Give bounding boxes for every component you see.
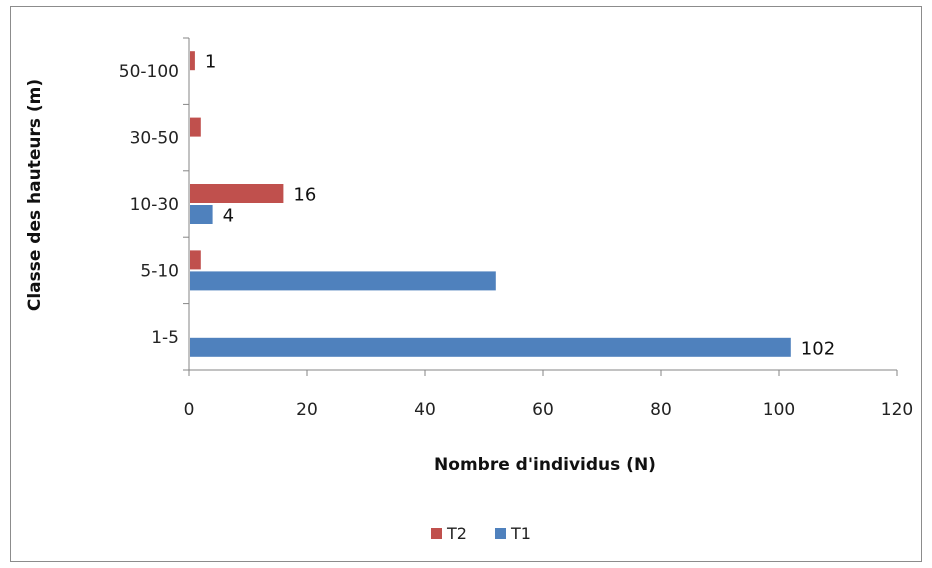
x-tick-label: 120 (881, 400, 913, 420)
bar-t2-5-10 (190, 250, 201, 270)
legend-label-t2: T2 (446, 524, 467, 543)
y-tick-label: 50-100 (119, 62, 179, 82)
legend: T2 T1 (431, 524, 531, 543)
data-label-t2-10-30: 16 (293, 185, 316, 206)
x-tick-label: 80 (650, 400, 672, 420)
axes (183, 37, 898, 376)
bar-t1-10-30 (190, 205, 213, 224)
bar-t2-10-30 (190, 184, 284, 203)
data-labels: 102 4 16 1 (205, 52, 835, 360)
y-tick-label: 5-10 (140, 261, 179, 281)
y-axis-title: Classe des hauteurs (m) (25, 79, 45, 311)
data-label-t1-10-30: 4 (223, 206, 234, 227)
bar-t1-1-5 (190, 337, 791, 357)
data-label-t2-50-100: 1 (205, 52, 216, 73)
bars (190, 51, 791, 357)
legend-swatch-t1 (495, 528, 506, 539)
x-tick-label: 100 (763, 400, 795, 420)
x-tick-label: 40 (414, 400, 436, 420)
bar-t2-50-100 (190, 51, 195, 71)
y-tick-label: 1-5 (151, 328, 179, 348)
x-tick-label: 60 (532, 400, 554, 420)
bar-t1-5-10 (190, 271, 496, 291)
x-tick-label: 0 (184, 400, 195, 420)
data-label-t1-1-5: 102 (801, 338, 835, 359)
x-tick-label: 20 (296, 400, 318, 420)
legend-label-t1: T1 (510, 524, 531, 543)
y-tick-label: 10-30 (130, 195, 179, 215)
x-axis-title: Nombre d'individus (N) (434, 455, 656, 475)
tick-labels: 0 20 40 60 80 100 120 1-5 5-10 10-30 30-50 50-100 (119, 62, 913, 420)
legend-swatch-t2 (431, 528, 442, 539)
bar-t2-30-50 (190, 117, 201, 137)
y-tick-label: 30-50 (130, 129, 179, 149)
